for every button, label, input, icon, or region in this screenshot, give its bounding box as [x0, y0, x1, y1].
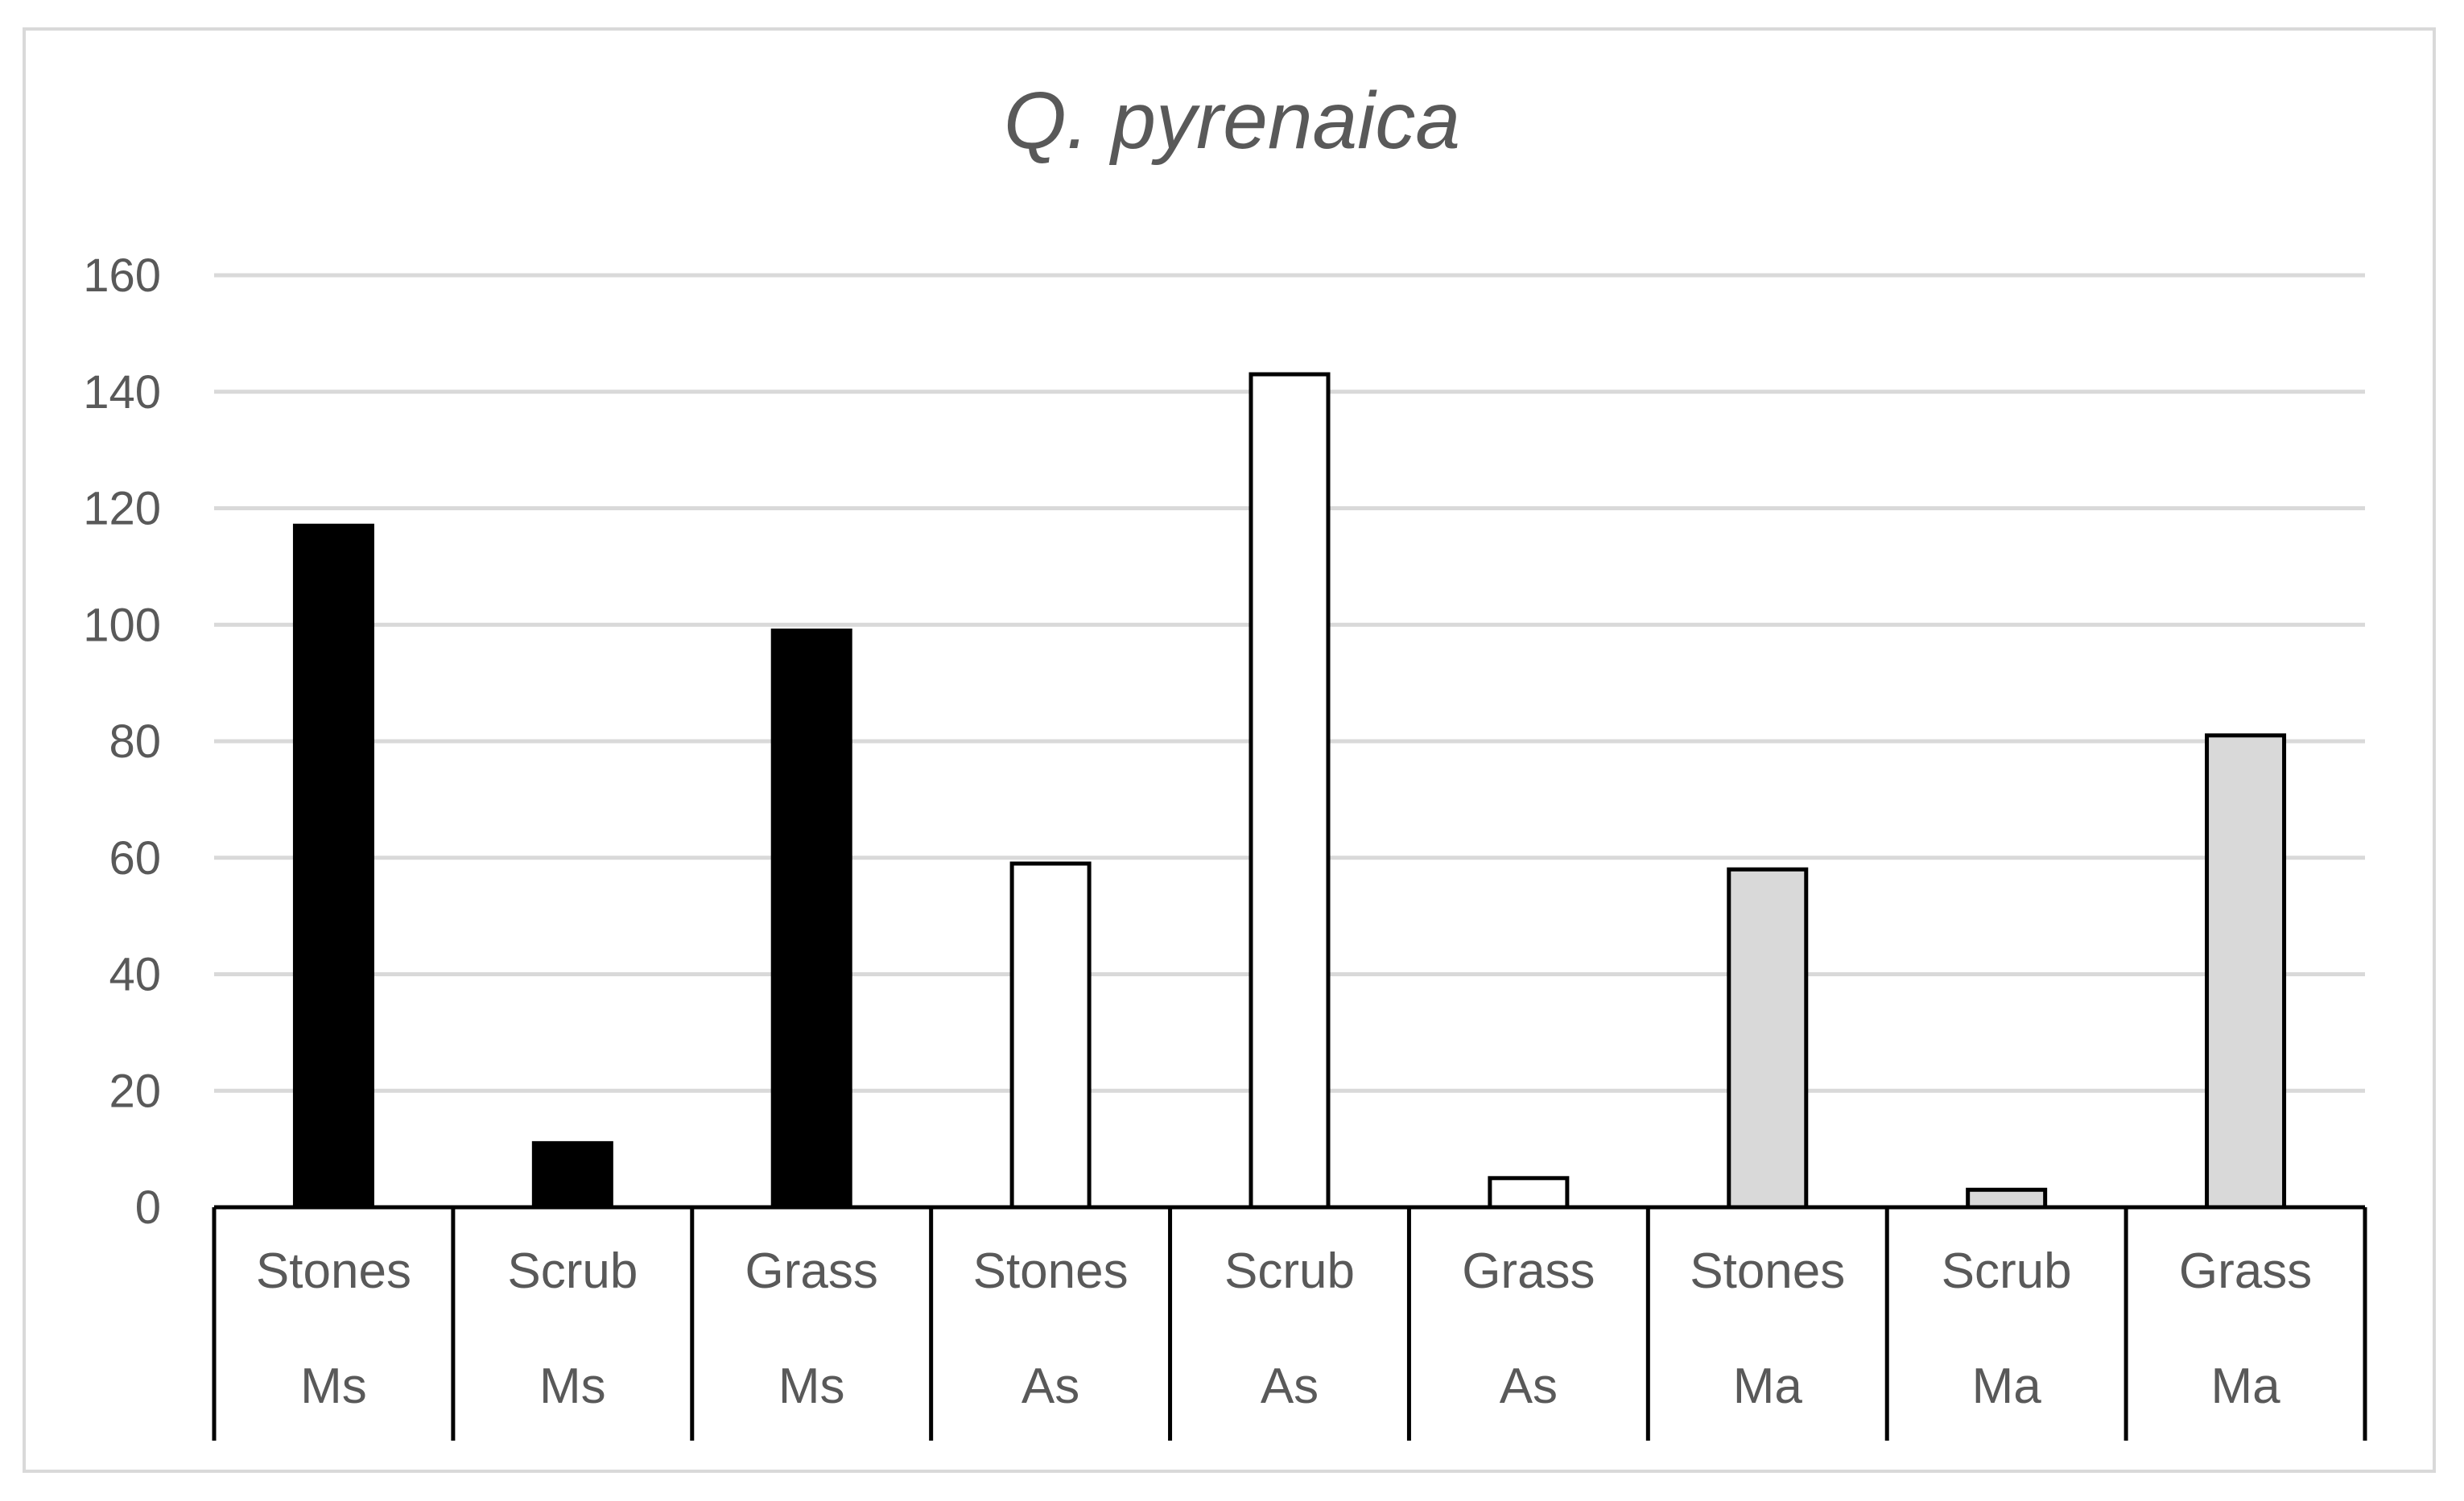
x-category-label: Stones: [256, 1243, 411, 1299]
bar: [531, 1140, 613, 1210]
bar: [770, 628, 852, 1210]
y-tick-label: 160: [83, 249, 161, 302]
y-tick-label: 140: [83, 366, 161, 419]
x-category-label: Scrub: [507, 1243, 638, 1299]
bar: [2205, 733, 2287, 1210]
y-tick-label: 120: [83, 483, 161, 535]
bar: [1249, 372, 1331, 1210]
x-category-label: Stones: [973, 1243, 1129, 1299]
bar: [292, 523, 374, 1210]
y-tick-label: 80: [109, 715, 161, 768]
bar: [1009, 861, 1092, 1210]
x-group-label: As: [1500, 1359, 1558, 1414]
chart-title: Q. pyrenaica: [1004, 76, 1460, 166]
y-axis-tick-labels: 0 20 40 60 80 100 120 140 160: [83, 249, 161, 1234]
x-group-label: Ms: [539, 1359, 606, 1414]
x-group-label: Ms: [300, 1359, 367, 1414]
y-tick-label: 20: [109, 1065, 161, 1117]
bar: [1488, 1176, 1570, 1210]
bars: [292, 372, 2287, 1210]
chart-area: [23, 27, 2436, 1473]
x-category-label: Stones: [1690, 1243, 1845, 1299]
x-category-label: Grass: [745, 1243, 878, 1299]
x-group-label: As: [1022, 1359, 1079, 1414]
x-category-label: Grass: [2179, 1243, 2312, 1299]
x-category-label: Scrub: [1942, 1243, 2072, 1299]
y-tick-label: 100: [83, 599, 161, 651]
x-group-label: As: [1261, 1359, 1319, 1414]
y-tick-label: 60: [109, 832, 161, 885]
x-axis-category-labels: Stones Ms Scrub Ms Grass Ms Stones As Scrub As Gra…: [256, 1243, 2312, 1414]
x-group-label: Ma: [2210, 1359, 2280, 1414]
bar: [1966, 1187, 2048, 1210]
x-category-label: Grass: [1462, 1243, 1595, 1299]
y-tick-label: 0: [135, 1181, 161, 1234]
x-group-label: Ma: [1972, 1359, 2042, 1414]
x-group-label: Ms: [778, 1359, 845, 1414]
y-tick-label: 40: [109, 949, 161, 1001]
x-category-label: Scrub: [1224, 1243, 1355, 1299]
x-group-label: Ma: [1733, 1359, 1803, 1414]
x-axis-table: [212, 1205, 2367, 1441]
bar: [1727, 867, 1809, 1210]
